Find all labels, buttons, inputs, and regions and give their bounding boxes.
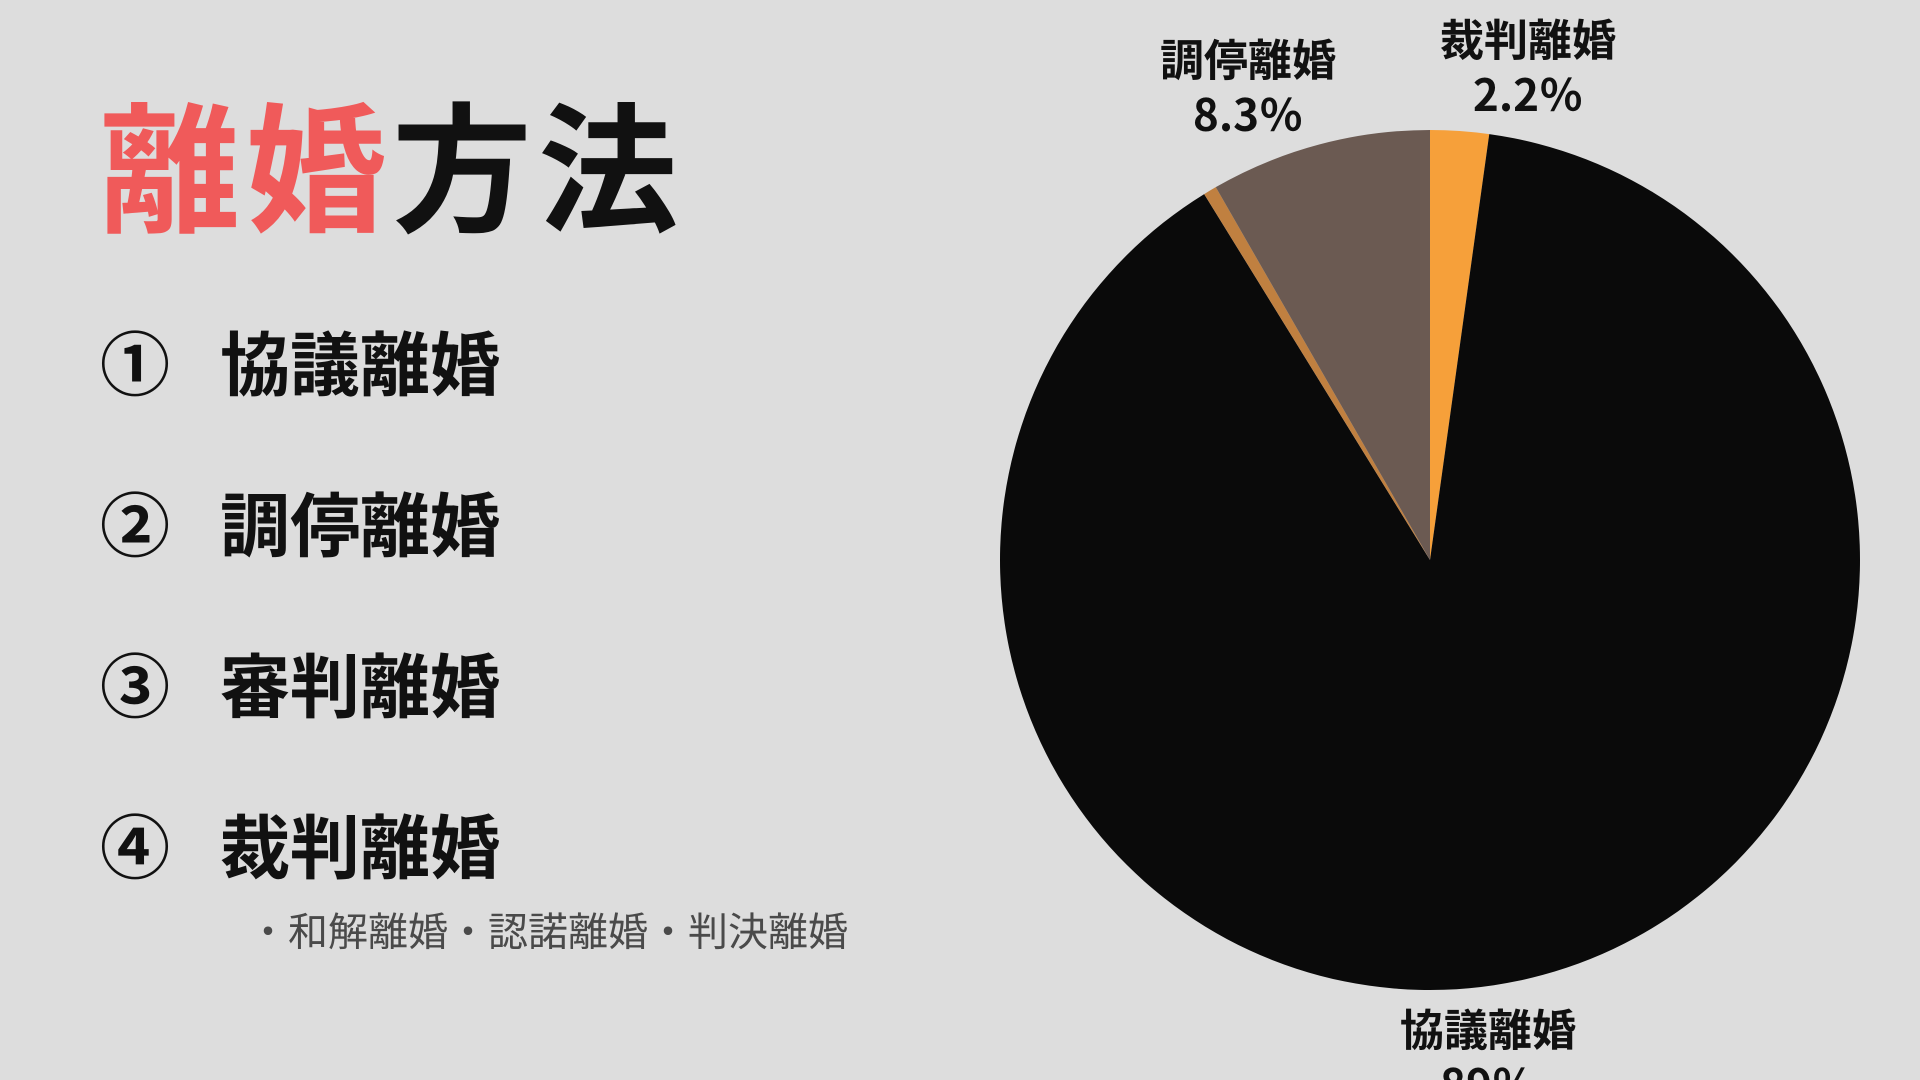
pie-label-chotei: 調停離婚 8.3％ (1160, 30, 1336, 140)
pie-label-name: 協議離婚 (1400, 1000, 1576, 1055)
pie-label-saiban: 裁判離婚 2.2％ (1440, 10, 1616, 120)
pie-label-name: 裁判離婚 (1440, 10, 1616, 65)
pie-label-kyogi: 協議離婚 89％ (1400, 1000, 1576, 1080)
pie-label-pct: 2.2％ (1440, 65, 1616, 120)
pie-label-name: 調停離婚 (1160, 30, 1336, 85)
pie-label-pct: 8.3％ (1160, 85, 1336, 140)
